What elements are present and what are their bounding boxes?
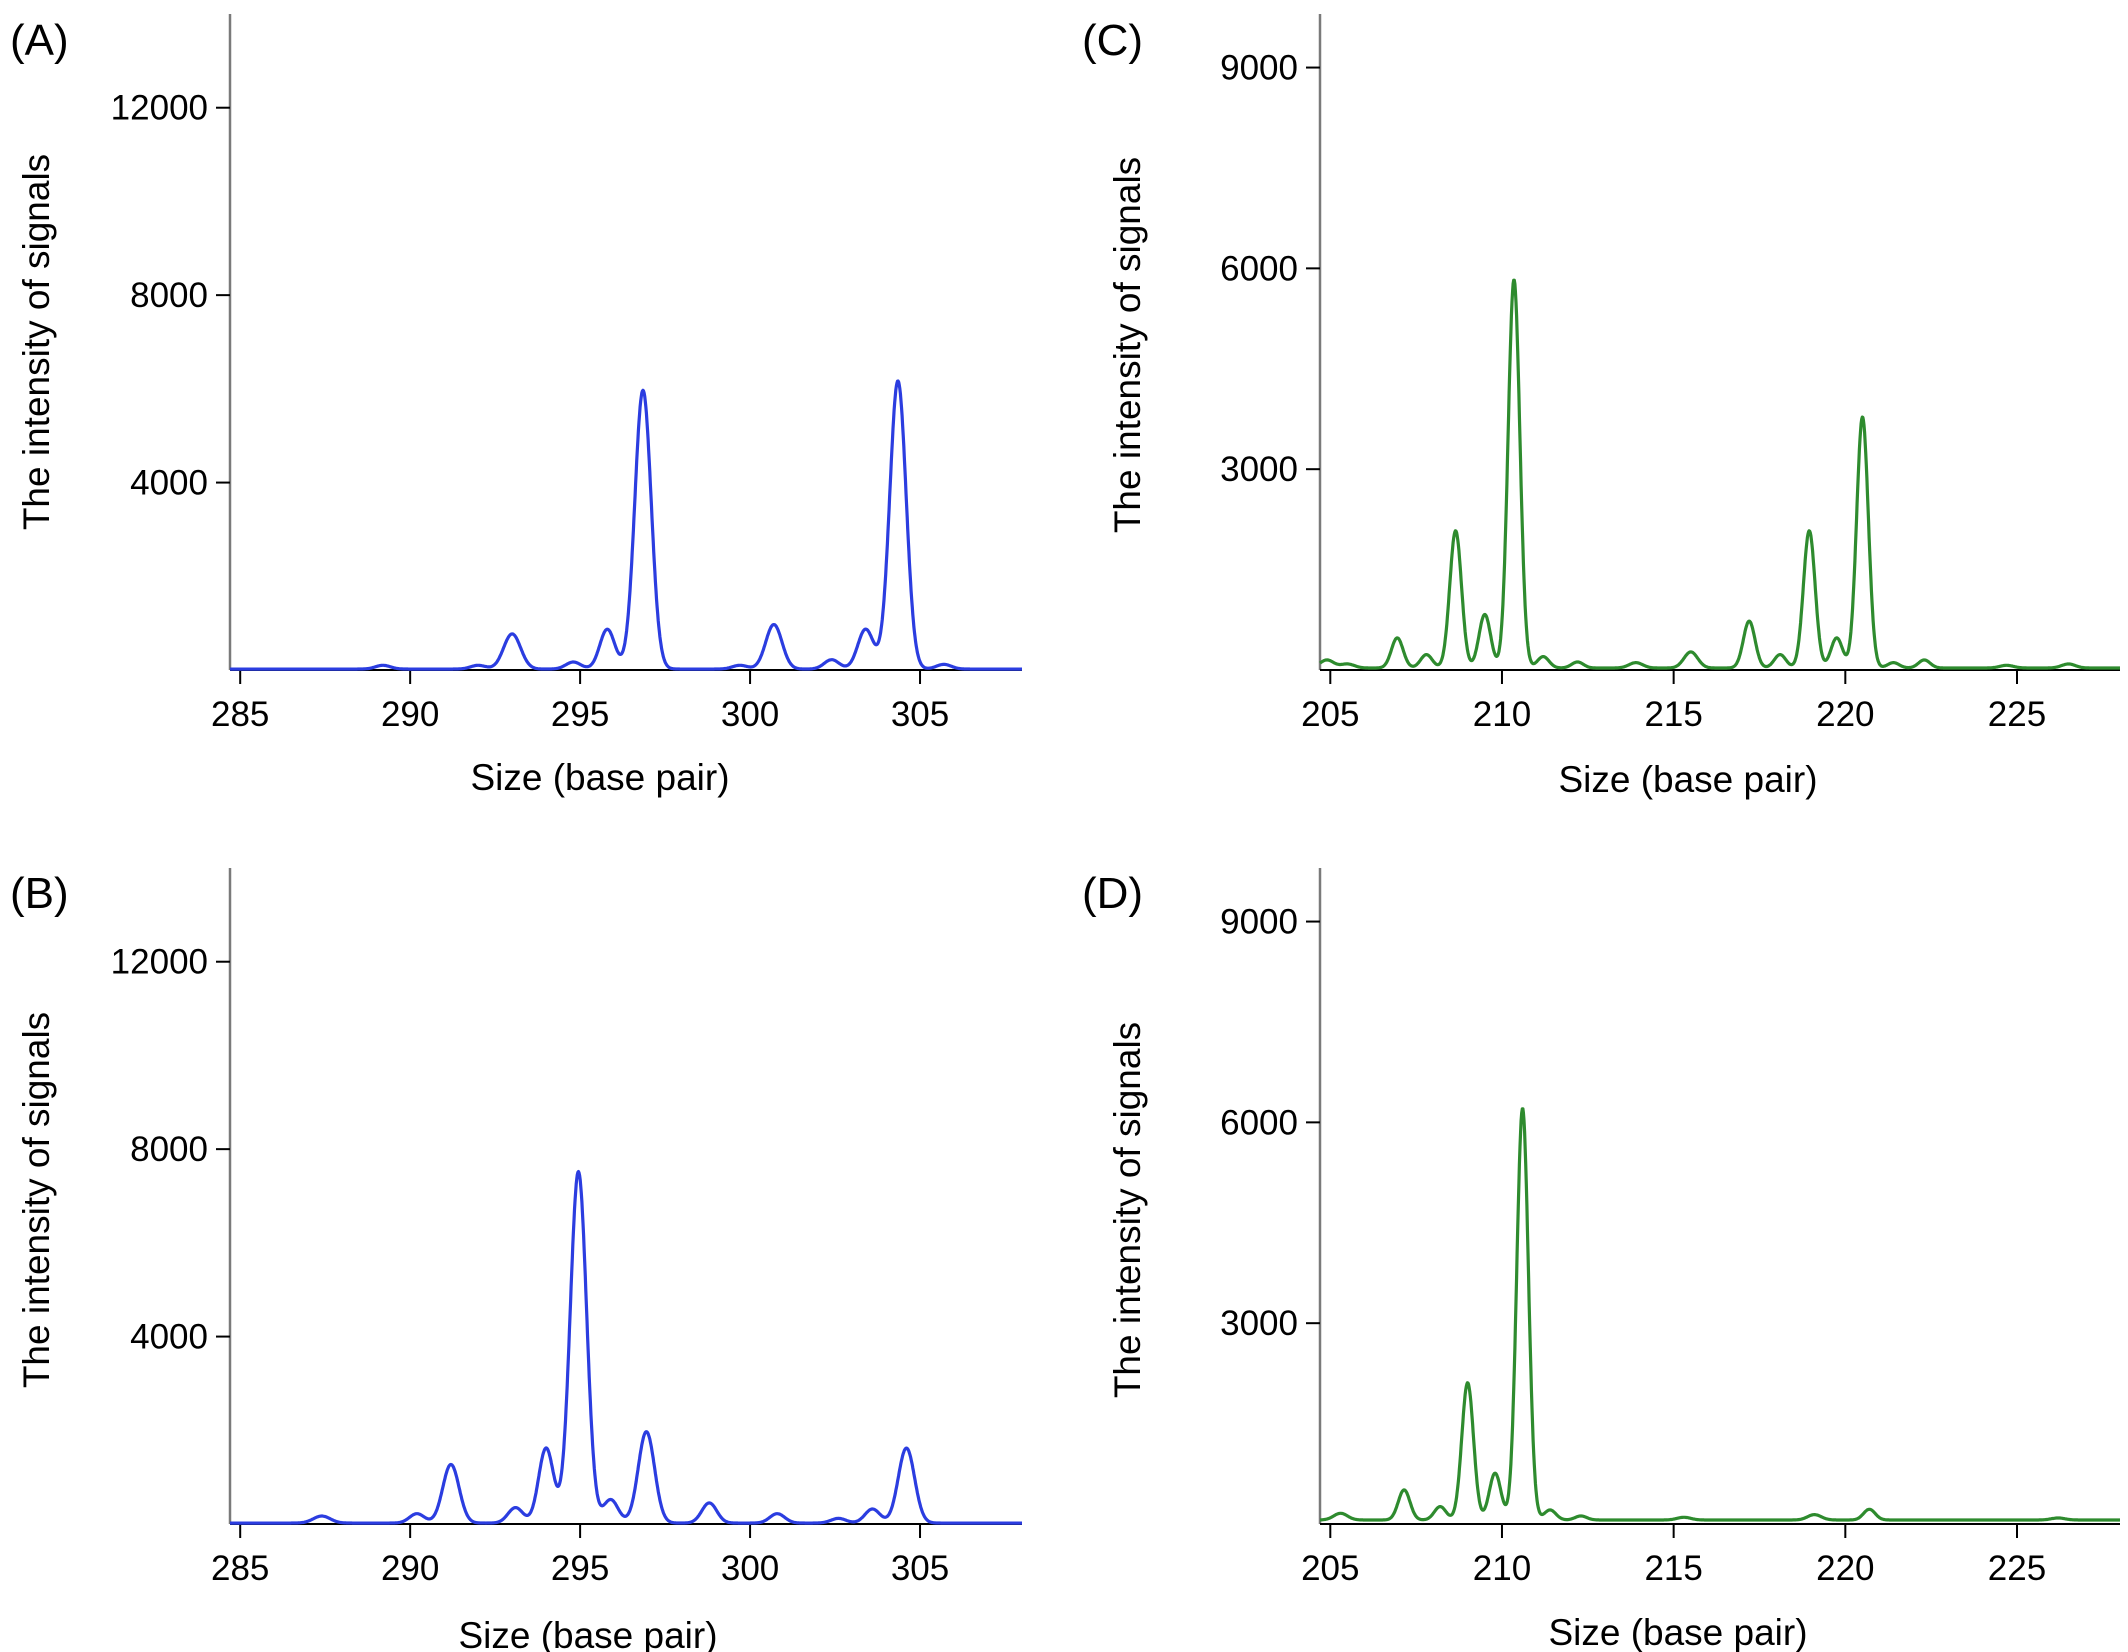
panel-label: (C) xyxy=(1082,16,1143,65)
y-tick-label: 8000 xyxy=(130,1130,208,1169)
x-tick-label: 205 xyxy=(1301,695,1359,734)
x-tick-label: 210 xyxy=(1473,695,1531,734)
panel-label: (B) xyxy=(10,869,69,918)
y-tick-label: 6000 xyxy=(1220,249,1298,288)
x-tick-label: 215 xyxy=(1644,695,1702,734)
x-tick-label: 300 xyxy=(721,695,779,734)
y-axis-title: The intensity of signals xyxy=(16,154,57,530)
panel-a: (A) 4000 8000 12000 285 290 295 300 305 Size (bas… xyxy=(10,14,1023,798)
y-tick-label: 12000 xyxy=(111,943,208,982)
panel-c: (C) 3000 6000 9000 205 210 215 220 225 Size (base… xyxy=(1082,14,2121,800)
y-tick-label: 9000 xyxy=(1220,903,1298,942)
y-tick-label: 4000 xyxy=(130,464,208,503)
signal-trace xyxy=(229,1170,1023,1525)
y-tick-label: 9000 xyxy=(1220,49,1298,88)
signal-trace xyxy=(229,379,1023,671)
x-axis-title: Size (base pair) xyxy=(1548,1612,1807,1652)
signal-trace xyxy=(1319,1107,2121,1522)
y-tick-label: 3000 xyxy=(1220,450,1298,489)
x-tick-label: 215 xyxy=(1644,1549,1702,1588)
x-tick-label: 225 xyxy=(1988,695,2046,734)
y-tick-label: 12000 xyxy=(111,89,208,128)
x-tick-label: 300 xyxy=(721,1549,779,1588)
x-tick-label: 285 xyxy=(211,1549,269,1588)
x-tick-label: 285 xyxy=(211,695,269,734)
x-tick-label: 210 xyxy=(1473,1549,1531,1588)
x-tick-label: 220 xyxy=(1816,695,1874,734)
x-tick-label: 295 xyxy=(551,695,609,734)
x-tick-label: 225 xyxy=(1988,1549,2046,1588)
x-axis-title: Size (base pair) xyxy=(1558,759,1817,800)
y-tick-label: 8000 xyxy=(130,276,208,315)
panel-label: (A) xyxy=(10,16,69,65)
y-axis-title: The intensity of signals xyxy=(16,1012,57,1388)
y-tick-label: 4000 xyxy=(130,1318,208,1357)
y-tick-label: 6000 xyxy=(1220,1103,1298,1142)
panel-d: (D) 3000 6000 9000 205 210 215 220 225 Size (base… xyxy=(1082,868,2121,1652)
x-tick-label: 290 xyxy=(381,1549,439,1588)
x-tick-label: 305 xyxy=(891,695,949,734)
x-tick-label: 305 xyxy=(891,1549,949,1588)
y-axis-title: The intensity of signals xyxy=(1107,157,1148,533)
x-tick-label: 205 xyxy=(1301,1549,1359,1588)
panel-b: (B) 4000 8000 12000 285 290 295 300 305 Size (bas… xyxy=(10,868,1023,1652)
x-tick-label: 220 xyxy=(1816,1549,1874,1588)
y-tick-label: 3000 xyxy=(1220,1304,1298,1343)
panel-label: (D) xyxy=(1082,869,1143,918)
x-tick-label: 290 xyxy=(381,695,439,734)
x-axis-title: Size (base pair) xyxy=(458,1615,717,1652)
x-axis-title: Size (base pair) xyxy=(470,757,729,798)
x-tick-label: 295 xyxy=(551,1549,609,1588)
y-axis-title: The intensity of signals xyxy=(1107,1022,1148,1398)
signal-trace xyxy=(1319,278,2121,670)
